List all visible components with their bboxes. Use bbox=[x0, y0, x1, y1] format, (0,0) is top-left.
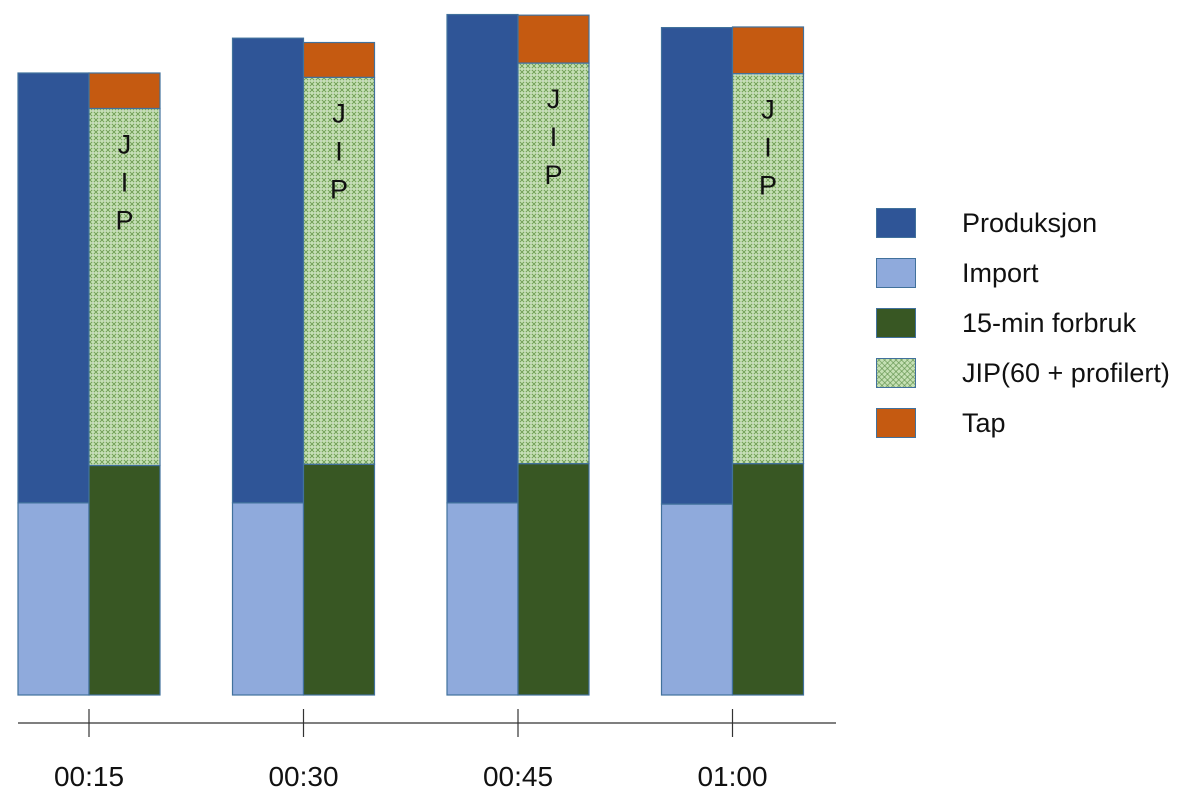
bar-produksjon-00-15 bbox=[17, 72, 90, 504]
bar-15-min-forbruk-00-15 bbox=[88, 464, 161, 696]
legend-item-produksjon: Produksjon bbox=[876, 198, 1170, 248]
bar-import-00-45 bbox=[446, 502, 519, 696]
legend-swatch-15min-forbruk bbox=[876, 308, 916, 338]
bar-tap-00-45 bbox=[517, 14, 590, 64]
bar-label-j-00-15: J bbox=[118, 129, 132, 159]
bar-tap-00-30 bbox=[302, 41, 376, 78]
bar-import-00-30 bbox=[231, 502, 305, 696]
legend-item-tap: Tap bbox=[876, 398, 1170, 448]
bar-produksjon-00-45 bbox=[446, 13, 519, 504]
bar-jip-60-profilert-00-30 bbox=[302, 76, 376, 465]
bar-tap-00-15 bbox=[88, 72, 161, 110]
bar-15-min-forbruk-00-30 bbox=[302, 463, 376, 696]
legend-label-tap: Tap bbox=[962, 407, 1006, 438]
legend-swatch-produksjon bbox=[876, 208, 916, 238]
bar-15-min-forbruk-01-00 bbox=[731, 463, 805, 696]
bar-label-p-01-00: P bbox=[759, 171, 777, 201]
legend: Produksjon Import 15-min forbruk JIP(60 … bbox=[876, 198, 1170, 448]
x-tick-labels: 00:15 00:30 00:45 01:00 bbox=[54, 761, 768, 791]
x-tick-label-00-45: 00:45 bbox=[483, 761, 553, 791]
legend-label-15min-forbruk: 15-min forbruk bbox=[962, 307, 1137, 338]
legend-label-import: Import bbox=[962, 257, 1039, 288]
bar-produksjon-00-30 bbox=[231, 37, 305, 504]
x-tick-label-00-15: 00:15 bbox=[54, 761, 124, 791]
bar-import-01-00 bbox=[660, 503, 734, 696]
bar-label-p-00-30: P bbox=[330, 174, 348, 204]
legend-item-jip: JIP(60 + profilert) bbox=[876, 348, 1170, 398]
bar-tap-01-00 bbox=[731, 26, 805, 75]
bar-produksjon-01-00 bbox=[660, 26, 734, 505]
bar-import-00-15 bbox=[17, 502, 90, 696]
bar-label-i-00-30: I bbox=[335, 136, 343, 166]
bar-label-p-00-15: P bbox=[115, 205, 133, 235]
bar-label-p-00-45: P bbox=[544, 160, 562, 190]
bar-label-i-00-45: I bbox=[550, 122, 558, 152]
x-tick-label-00-30: 00:30 bbox=[268, 761, 338, 791]
legend-label-produksjon: Produksjon bbox=[962, 207, 1098, 238]
bar-label-j-00-30: J bbox=[332, 98, 346, 128]
bar-label-j-01-00: J bbox=[761, 95, 775, 125]
legend-swatch-jip bbox=[876, 358, 916, 388]
bar-jip-60-profilert-00-15 bbox=[88, 107, 161, 467]
bar-15-min-forbruk-00-45 bbox=[517, 463, 590, 696]
bars-layer bbox=[17, 13, 805, 696]
bar-jip-60-profilert-01-00 bbox=[731, 73, 805, 465]
legend-swatch-import bbox=[876, 258, 916, 288]
legend-item-15min-forbruk: 15-min forbruk bbox=[876, 298, 1170, 348]
bar-label-j-00-45: J bbox=[547, 84, 561, 114]
legend-item-import: Import bbox=[876, 248, 1170, 298]
legend-label-jip: JIP(60 + profilert) bbox=[962, 357, 1170, 388]
bar-label-i-00-15: I bbox=[121, 167, 129, 197]
x-tick-label-01-00: 01:00 bbox=[697, 761, 767, 791]
bar-label-i-01-00: I bbox=[764, 133, 772, 163]
x-axis bbox=[18, 709, 836, 737]
legend-swatch-tap bbox=[876, 408, 916, 438]
